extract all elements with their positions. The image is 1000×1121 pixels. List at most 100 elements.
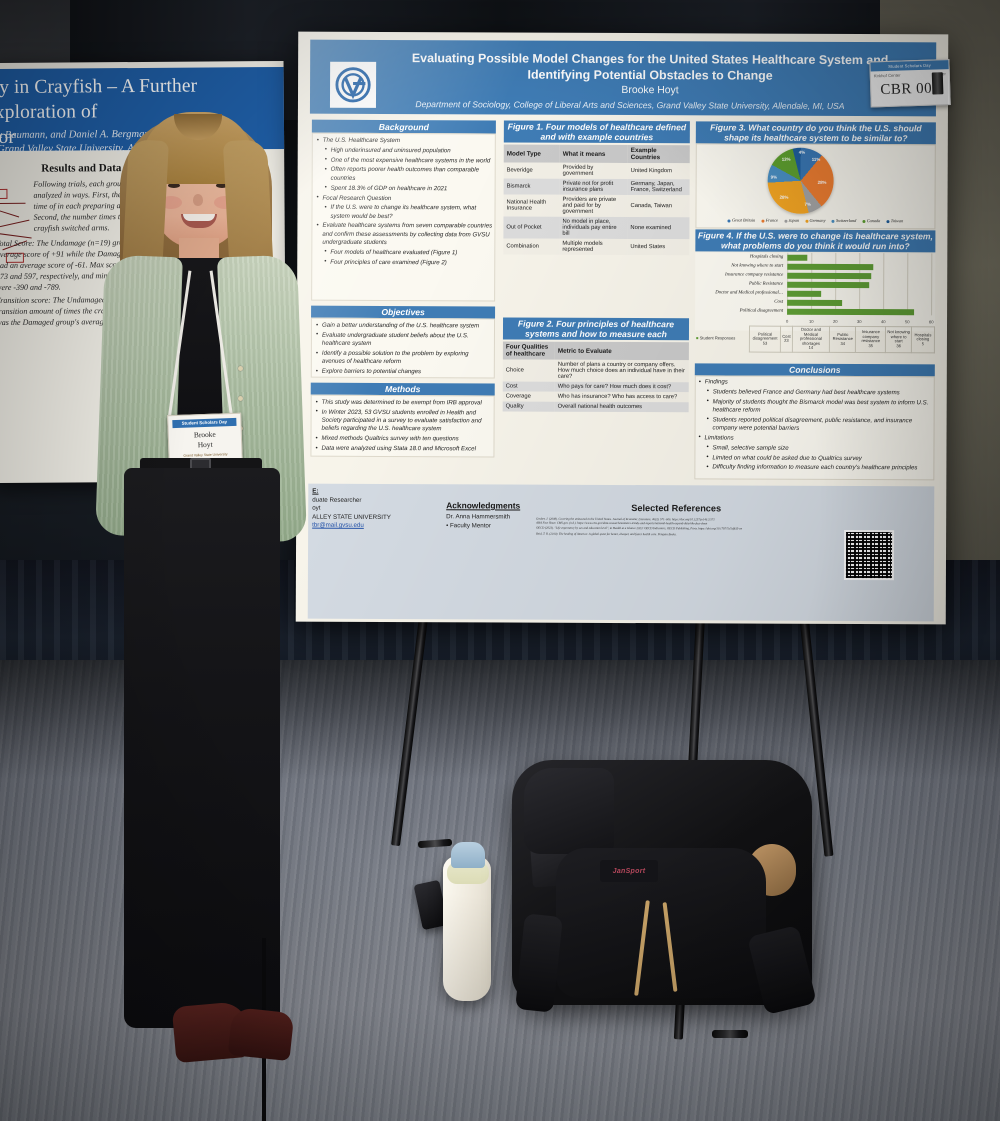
- easel-foot-center: [712, 1030, 748, 1038]
- contact-email[interactable]: tbr@mail.gvsu.edu: [312, 522, 364, 530]
- pie-label-france: 28%: [817, 179, 827, 185]
- figure4-bar-public-resistance: [787, 281, 870, 288]
- x-tick: 20: [833, 318, 838, 324]
- table-row: ■ Student Responses Political disagreeme…: [695, 326, 935, 353]
- mouth: [181, 214, 217, 228]
- gridline: [907, 253, 909, 316]
- cell: Not knowing where to start 36: [885, 326, 912, 353]
- poster-author: Brooke Hoyt: [621, 84, 679, 97]
- table-row: Bismarck Private not for profit insuranc…: [503, 178, 690, 196]
- figure1-header-1: What it means: [559, 144, 628, 164]
- backpack-brand-patch: JanSport: [600, 860, 658, 882]
- figure4-label-insurance-company-resistance: Insurance company resistance: [725, 272, 784, 278]
- figure1-header-0: Model Type: [503, 144, 560, 163]
- cell: Combination: [503, 238, 560, 255]
- cell: Cost 23: [780, 326, 793, 353]
- cell: Number of plans a country or company off…: [554, 359, 689, 383]
- cardigan-button: [238, 396, 243, 401]
- trousers: [124, 468, 280, 1121]
- cardigan-button: [238, 366, 243, 371]
- table-row: Choice Number of plans a country or comp…: [502, 359, 689, 383]
- cell: Out of Pocket: [503, 216, 560, 239]
- cell: Multiple models represented: [559, 238, 628, 256]
- cell: Quality: [502, 401, 555, 412]
- cell: Cost: [502, 381, 555, 392]
- figure4-label-political-disagreement: Political disagreement: [739, 308, 784, 314]
- figure4-label-cost: Cost: [774, 299, 784, 305]
- figure3-pie-chart: 11% 28% 7% 28% 9% 13% 4%: [767, 147, 834, 214]
- table-header-row: Four Qualities of healthcare Metric to E…: [502, 341, 689, 361]
- pie-label-taiwan: 4%: [798, 149, 806, 155]
- references-body: Gruber, J. (2008). Covering the uninsure…: [536, 516, 743, 537]
- pie-label-switzerland: 9%: [770, 174, 778, 180]
- table-row: Out of Pocket No model in place, individ…: [503, 216, 690, 240]
- eye-left: [168, 183, 180, 188]
- background-heading: Background: [311, 119, 496, 134]
- badge-event-label: Student Scholars Day: [172, 417, 237, 429]
- cell: Doctor and Medical professional shortage…: [792, 326, 830, 353]
- cell: Bismarck: [503, 178, 560, 195]
- backpack-front-panel: [556, 848, 766, 998]
- figure4-label-doctor-shortages: Doctor and Medical professional…: [715, 290, 784, 296]
- poster-session-tag: Student Scholars Day Kirkhof CenterPoste…: [869, 59, 951, 108]
- cell: Beveridge: [503, 162, 560, 179]
- legend-item: Germany: [805, 218, 825, 223]
- background-body: The U.S. Healthcare System High underins…: [315, 137, 494, 269]
- cell: Overall national health outcomes: [554, 401, 689, 413]
- cell: Insurance company resistance 35: [855, 326, 886, 353]
- references-heading: Selected References: [631, 503, 722, 514]
- cell: Providers are private and paid for by go…: [559, 194, 628, 218]
- figure4-series-label: ■ Student Responses: [695, 335, 736, 341]
- cell: United Kingdom: [627, 163, 690, 180]
- cell: Who has insurance? Who has access to car…: [554, 391, 689, 403]
- legend-item: Great Britain: [727, 217, 755, 223]
- research-poster: Evaluating Possible Model Changes for th…: [295, 31, 951, 625]
- qr-code[interactable]: [843, 529, 895, 581]
- figure4-bar-doctor-shortages: [787, 290, 822, 297]
- legend-item: Switzerland: [831, 218, 856, 223]
- cell: Canada, Taiwan: [627, 195, 690, 218]
- x-tick: 30: [857, 319, 862, 325]
- table-header-row: Model Type What it means Example Countri…: [503, 144, 690, 164]
- figure4-bar-political-disagreement: [787, 308, 915, 315]
- badge-name: Brooke Hoyt: [193, 429, 216, 450]
- eye-right: [216, 183, 228, 188]
- cell: Private not for profit insurance plans: [559, 178, 628, 196]
- cell: None examined: [627, 217, 690, 240]
- acknowledgments-heading: Acknowledgments: [446, 500, 521, 511]
- table-row: National Health Insurance Providers are …: [503, 194, 690, 218]
- poster-header: Evaluating Possible Model Changes for th…: [309, 39, 937, 117]
- cell: Political disagreement 53: [749, 326, 781, 353]
- figure2-caption: Figure 2. Four principles of healthcare …: [502, 317, 690, 341]
- cell: United States: [627, 239, 690, 256]
- cell: Provided by government: [559, 162, 628, 180]
- cell: Hospitals closing 5: [911, 326, 935, 353]
- figure4-label-public-resistance: Public Resistance: [748, 281, 784, 287]
- cell: Who pays for care? How much does it cost…: [554, 381, 689, 393]
- figure4-bar-hospitals-closing: [787, 254, 808, 261]
- pie-label-germany: 28%: [779, 194, 789, 200]
- backpack-top-pocket: [524, 768, 614, 854]
- legend-item: Canada: [862, 218, 880, 223]
- poster-department: Department of Sociology, College of Libe…: [415, 99, 845, 111]
- gvsu-logo-icon: [329, 61, 377, 108]
- x-tick: 40: [881, 319, 886, 325]
- contact-block: E: duate Researcher oyt ALLEY STATE UNIV…: [312, 488, 432, 531]
- table-row: Combination Multiple models represented …: [503, 238, 690, 256]
- pie-label-great-britain: 11%: [811, 156, 821, 162]
- figure3-legend: Great Britain France Japan Germany Switz…: [695, 217, 935, 223]
- nose: [193, 194, 203, 206]
- figure2-header-1: Metric to Evaluate: [554, 341, 689, 361]
- figure1-table: Model Type What it means Example Countri…: [503, 144, 690, 256]
- figure2-table: Four Qualities of healthcare Metric to E…: [502, 341, 689, 413]
- pie-label-canada: 13%: [781, 156, 791, 162]
- table-row: Beveridge Provided by government United …: [503, 162, 690, 180]
- objectives-body: Gain a better understanding of the U.S. …: [315, 322, 493, 379]
- poster-title: Evaluating Possible Model Changes for th…: [411, 51, 889, 83]
- figure3-caption: Figure 3. What country do you think the …: [695, 121, 936, 145]
- gridline: [883, 253, 885, 316]
- figure4-caption: Figure 4. If the U.S. were to change its…: [695, 229, 936, 253]
- conclusions-heading: Conclusions: [694, 363, 935, 377]
- objectives-heading: Objectives: [311, 305, 496, 319]
